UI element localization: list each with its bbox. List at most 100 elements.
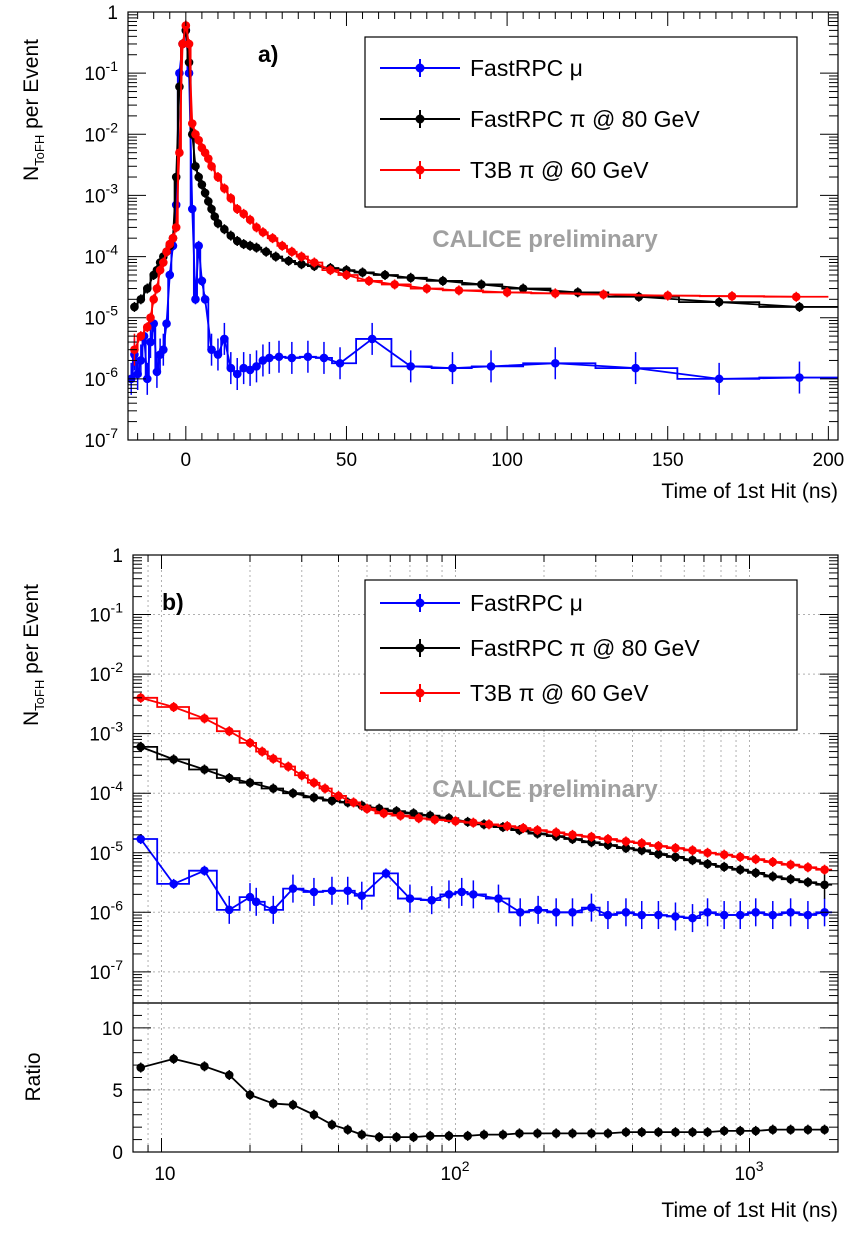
panel-a-xtick-label-4: 200 bbox=[813, 450, 845, 471]
panel-a-series-0-point-12 bbox=[165, 270, 175, 280]
panel-a-ytick-label-6: 10-6 bbox=[84, 364, 118, 391]
panel-b-series-0-point-15 bbox=[444, 890, 454, 899]
panel-c-series-0-point-32 bbox=[735, 1126, 745, 1136]
panel-a-frame bbox=[127, 11, 839, 441]
panel-b-series-0-point-33 bbox=[751, 908, 761, 917]
panel-a-series-0-point-40 bbox=[406, 362, 416, 371]
panel-b-ylabel-text: NToFH per Event bbox=[20, 584, 47, 726]
panel-a-legend-marker-2 bbox=[415, 165, 425, 175]
panel-b-series-2-point-28 bbox=[621, 837, 631, 846]
panel-a-series-0-point-27 bbox=[226, 363, 236, 373]
panel-a-series-0-point-44 bbox=[631, 363, 640, 373]
panel-b-series-0-point-36 bbox=[803, 910, 813, 920]
panel-c-ylabel: Ratio bbox=[22, 1052, 45, 1101]
panel-b-series-0-point-0 bbox=[136, 834, 146, 844]
panel-c-xlabel: Time of 1st Hit (ns) bbox=[661, 1199, 838, 1222]
panel-a-series-1-point-17 bbox=[194, 172, 203, 182]
panel-c-series-0-point-34 bbox=[768, 1125, 778, 1134]
panel-b-ytick-label-4: 10-4 bbox=[89, 778, 123, 805]
panel-a-legend-text-2: T3B π @ 60 GeV bbox=[470, 157, 649, 183]
panel-b-series-2-point-17 bbox=[430, 815, 440, 824]
panel-b-series-1-point-32 bbox=[735, 865, 745, 874]
panel-b-series-1-point-30 bbox=[703, 859, 712, 869]
panel-b-ylabel: NToFH per Event bbox=[20, 584, 47, 726]
panel-b-series-2-point-12 bbox=[349, 798, 358, 807]
panel-a-series-2 bbox=[130, 20, 829, 366]
panel-b-series-2-point-15 bbox=[396, 811, 405, 820]
panel-b-series-2-point-25 bbox=[568, 830, 577, 840]
panel-b-series-2-point-22 bbox=[518, 823, 528, 833]
panel-a-series-2-point-47 bbox=[791, 292, 801, 302]
panel-b-series-1-point-8 bbox=[327, 796, 337, 805]
panel-a-series-2-point-8 bbox=[162, 247, 171, 257]
panel-b-ytick-label-6: 10-6 bbox=[89, 897, 123, 924]
panel-c-xtick-label-1: 102 bbox=[441, 1158, 470, 1185]
panel-a-ytick-label-4: 10-4 bbox=[84, 242, 118, 269]
panel-b-series-0-point-8 bbox=[309, 887, 319, 897]
panel-a-series-2-point-18 bbox=[194, 135, 203, 145]
panel-a-series-2-point-45 bbox=[663, 291, 673, 300]
panel-a-series-0-point-41 bbox=[448, 363, 457, 373]
panel-a-series-2-point-29 bbox=[252, 223, 261, 232]
panel-c-series-0-point-13 bbox=[409, 1132, 418, 1142]
panel-b-series-2-point-16 bbox=[414, 813, 424, 823]
panel-a-series-1-point-45 bbox=[714, 297, 724, 307]
panel-a-series-2-point-34 bbox=[297, 252, 306, 261]
panel-a-series-2-point-13 bbox=[178, 39, 187, 49]
panel-c-series-0-point-20 bbox=[533, 1129, 542, 1138]
panel-a-series-1-point-18 bbox=[197, 180, 207, 189]
panel-b-series-0-point-9 bbox=[327, 886, 337, 896]
panel-a-series-2-point-2 bbox=[142, 322, 152, 332]
panel-b-series-0-point-19 bbox=[515, 908, 525, 917]
panel-a-series-1-point-30 bbox=[261, 247, 271, 257]
panel-b-series-1-point-7 bbox=[309, 793, 319, 802]
panel-a-series-2-point-10 bbox=[168, 233, 178, 243]
panel-a-series-1-point-25 bbox=[226, 231, 236, 240]
panel-b-series-0-point-20 bbox=[533, 905, 543, 915]
panel-c-series-0-point-8 bbox=[327, 1120, 337, 1129]
panel-c-series-0-point-29 bbox=[688, 1127, 697, 1137]
panel-b-series-2-point-6 bbox=[268, 754, 278, 763]
panel-c-series-0-point-14 bbox=[425, 1131, 435, 1141]
panel-b-series-0-point-31 bbox=[719, 910, 729, 920]
panel-c-series-0-fit bbox=[140, 1057, 825, 1138]
panel-a-series-0-point-25 bbox=[213, 350, 223, 359]
panel-b-series-0-point-29 bbox=[688, 913, 697, 923]
panel-b-series-0-point-25 bbox=[621, 908, 631, 917]
panel-c-series-0-point-9 bbox=[343, 1125, 353, 1134]
panel-a-ytick-label-1: 10-1 bbox=[84, 58, 118, 85]
panel-a-series-0-point-8 bbox=[152, 367, 162, 377]
panel-c-frame bbox=[132, 1002, 839, 1153]
panel-b-legend-text-1: FastRPC π @ 80 GeV bbox=[470, 635, 700, 661]
panel-a-legend-marker-1 bbox=[415, 114, 425, 124]
panel-b-legend-text-2: T3B π @ 60 GeV bbox=[470, 680, 649, 706]
panel-b-series-0-point-2 bbox=[200, 866, 209, 875]
panel-a-series-0-point-3 bbox=[136, 356, 146, 365]
panel-b-series-0-point-5 bbox=[251, 897, 261, 907]
panel-a-series-2-point-36 bbox=[326, 265, 335, 275]
panel-a-series-1-point-39 bbox=[406, 273, 416, 283]
panel-b-series-0-point-18 bbox=[494, 894, 503, 903]
panel-c-ytick-label-1: 5 bbox=[112, 1081, 123, 1102]
panel-b-series-0-point-12 bbox=[381, 869, 391, 878]
panel-a-series-1-point-40 bbox=[438, 276, 448, 286]
panel-c-series-0-point-22 bbox=[568, 1129, 577, 1138]
panel-c-series-0-point-24 bbox=[603, 1129, 613, 1138]
panel-b-series-1-point-28 bbox=[671, 852, 680, 862]
panel-b-series-2-point-27 bbox=[603, 834, 613, 844]
panel-b-series-0-point-27 bbox=[654, 910, 663, 920]
panel-a-series-0-point-30 bbox=[245, 365, 255, 375]
panel-b-series-2-point-18 bbox=[451, 816, 460, 826]
panel-a-series-1-point-24 bbox=[220, 224, 229, 234]
panel-a-series-0-point-2 bbox=[133, 369, 142, 379]
panel-a-ylabel-text: NToFH per Event bbox=[20, 39, 47, 181]
panel-b-series-2-point-36 bbox=[751, 854, 761, 864]
panel-b-watermark: CALICE preliminary bbox=[432, 776, 658, 803]
panel-b-series-0-point-32 bbox=[735, 910, 745, 920]
panel-a-series-2-point-44 bbox=[599, 290, 608, 299]
panel-c-series-0-point-5 bbox=[268, 1099, 278, 1108]
panel-b-series-2-point-37 bbox=[768, 857, 778, 867]
panel-b-label: b) bbox=[162, 589, 184, 615]
panel-b-series-2-point-32 bbox=[688, 845, 697, 855]
